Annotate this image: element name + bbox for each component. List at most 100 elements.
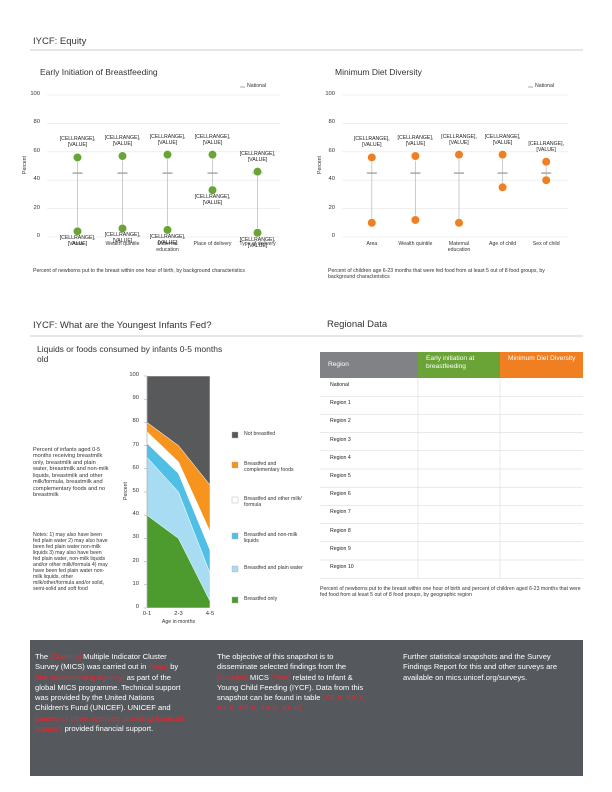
footer-segment: provided financial support.	[62, 723, 154, 733]
y-tick-label: 80	[33, 119, 40, 126]
table-note: Percent of newborns put to the breast wi…	[320, 586, 581, 598]
y-tick-label: 50	[132, 488, 139, 494]
x-tick-label: Maternal education	[447, 241, 471, 253]
x-tick-label: Maternal education	[156, 241, 179, 253]
y-tick-label: 100	[30, 91, 40, 97]
legend-label: Breastfed and non-milk liquids	[244, 532, 298, 544]
footer-segment: [names of other agencies providing finan…	[35, 713, 184, 733]
footer-text: The [Country] Multiple Indicator Cluster…	[35, 652, 185, 734]
y-tick-label: 90	[132, 395, 139, 402]
x-tick-label: Sex of child	[532, 241, 560, 247]
footer-text: Further statistical snapshots and the Su…	[403, 652, 573, 683]
y-tick-label: 100	[129, 372, 139, 378]
data-label: [CELLRANGE], [VALUE]	[441, 133, 477, 146]
y-tick-label: 80	[132, 418, 139, 425]
data-label: [CELLRANGE], [VALUE]	[104, 232, 141, 245]
footer-segment: [Year]	[148, 662, 169, 672]
table-header-cell	[418, 352, 500, 378]
footer-segment: Further statistical snapshots and the Su…	[403, 652, 558, 682]
dot	[117, 223, 128, 234]
y-tick-label: 60	[33, 147, 40, 154]
x-tick-label: 2-3	[174, 611, 183, 617]
y-tick-label: 30	[132, 534, 139, 541]
dot	[252, 228, 263, 238]
x-tick-label: Type of delivery	[239, 241, 276, 247]
dot	[252, 167, 263, 177]
data-label: [CELLRANGE], [VALUE]	[528, 140, 565, 153]
y-tick-label: 60	[328, 147, 335, 154]
data-label: [CELLRANGE], [VALUE]	[194, 194, 231, 207]
chart-title: Early Initiation of Breastfeeding	[40, 67, 158, 77]
section-title: Regional Data	[327, 319, 388, 330]
dot	[367, 152, 377, 163]
section-title: IYCF: Equity	[33, 36, 87, 47]
row-label: Region 7	[330, 509, 351, 516]
table-header: Region	[328, 361, 349, 368]
row-label: Region 10	[330, 564, 354, 570]
dot	[498, 150, 508, 160]
legend-label: Breastfed and complementary foods	[244, 461, 294, 473]
y-tick-label: 100	[325, 91, 335, 97]
legend-swatch	[231, 461, 239, 469]
dot	[454, 150, 464, 160]
legend-label: Breastfed and plain water	[244, 565, 303, 571]
dot	[207, 150, 218, 160]
dot	[410, 215, 421, 225]
data-label: [CELLRANGE], [VALUE]	[194, 133, 231, 146]
row-label: Region 8	[330, 527, 351, 534]
footer-text: The objective of this snapshot is to dis…	[217, 652, 367, 714]
legend-swatch	[231, 532, 239, 540]
x-tick-label: Wealth quintile	[398, 241, 433, 247]
dot	[72, 152, 83, 163]
footer-segment: The objective of this snapshot is to dis…	[217, 652, 347, 672]
data-label: [CELLRANGE], [VALUE]	[239, 150, 276, 163]
footer-band	[30, 640, 583, 776]
x-tick-label: Area	[366, 241, 378, 247]
legend-label: National	[535, 83, 555, 89]
legend-label: Breastfed only	[244, 596, 278, 602]
legend-swatch	[231, 596, 239, 604]
legend-swatch	[231, 496, 239, 504]
data-label: [CELLRANGE], [VALUE]	[59, 235, 96, 248]
dot	[162, 225, 173, 235]
legend-swatch	[231, 431, 239, 439]
chart-title: Minimum Diet Diversity	[335, 67, 422, 77]
data-label: [CELLRANGE], [VALUE]	[59, 136, 96, 149]
dot	[117, 151, 128, 161]
row-label: Region 1	[330, 400, 351, 407]
dot	[72, 226, 83, 236]
chart-notes: Notes: 1) may also have been fed plain w…	[33, 532, 108, 592]
x-tick-label: Area	[72, 241, 83, 247]
dot	[541, 175, 551, 185]
footer-segment: Multiple Indicator Cluster Survey (MICS)…	[35, 652, 167, 672]
dot	[162, 150, 173, 160]
footer-segment: related to Infant & Young Child Feeding …	[217, 672, 364, 703]
y-tick-label: 20	[33, 204, 40, 211]
x-tick-label: 4-5	[205, 611, 215, 617]
legend-label: Not breastfed	[244, 431, 276, 437]
y-tick-label: 0	[331, 233, 335, 239]
section-title: IYCF: What are the Youngest Infants Fed?	[33, 320, 212, 331]
dot	[454, 218, 464, 228]
x-tick-label: Age of child	[489, 241, 517, 247]
legend-label: Breastfed and other milk/ formula	[244, 496, 302, 508]
y-tick-label: 80	[328, 119, 335, 126]
footer-segment: as part of the global MICS programme. Te…	[35, 672, 181, 713]
dot	[498, 182, 508, 192]
footer-segment: [Year]	[271, 672, 291, 682]
footer-segment: [the Implementing Agency]	[35, 672, 125, 682]
x-tick-label: Place of delivery	[193, 241, 232, 247]
y-tick-label: 60	[132, 464, 139, 471]
table-header: Early initiation at breastfeeding	[426, 355, 475, 370]
legend-swatch	[231, 565, 239, 573]
footer-segment: [XX.X, XX.X, XX.X, XX.X, XX.X, XX.X]	[217, 693, 366, 713]
chart-note: Percent of newborns put to the breast wi…	[33, 268, 245, 274]
table-header-cell	[500, 352, 583, 378]
legend-label: National	[247, 83, 267, 89]
dot	[367, 218, 377, 228]
row-label: National	[330, 382, 350, 388]
data-label: [CELLRANGE], [VALUE]	[397, 135, 434, 148]
dot	[541, 157, 551, 167]
footer-segment: [Country]	[217, 672, 248, 682]
row-label: Region 3	[330, 436, 351, 443]
